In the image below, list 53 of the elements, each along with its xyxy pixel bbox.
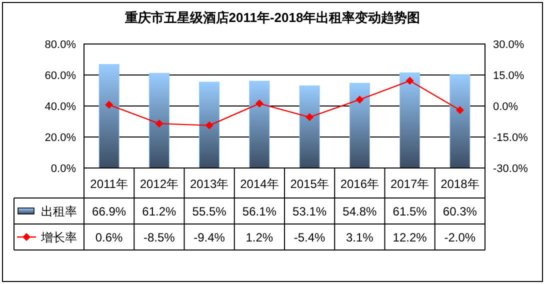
x-tick-label: 2012年: [140, 177, 179, 191]
data-label: -5.4%: [294, 230, 326, 244]
bar: [199, 82, 220, 168]
data-label: -2.0%: [444, 230, 476, 244]
point: [406, 76, 414, 85]
data-label: 54.8%: [342, 204, 378, 218]
data-label: 55.5%: [192, 204, 227, 218]
point: [456, 106, 464, 114]
legend-label: 增长率: [40, 230, 77, 244]
y2-tick-label: 0.0%: [493, 101, 518, 113]
point: [205, 121, 214, 130]
y-tick-label: 80.0%: [44, 39, 76, 51]
bar: [148, 72, 170, 168]
data-label: 0.6%: [95, 230, 124, 244]
y2-tick-label: 15.0%: [493, 70, 524, 82]
bar: [450, 74, 470, 168]
data-label: 3.1%: [346, 230, 374, 244]
data-label: 12.2%: [392, 230, 428, 244]
data-label: -8.5%: [144, 230, 176, 244]
x-tick-label: 2016年: [340, 177, 380, 191]
point: [105, 100, 114, 109]
data-label: -9.4%: [194, 230, 226, 244]
x-tick-label: 2018年: [440, 177, 480, 191]
point: [356, 96, 364, 104]
x-tick-label: 2011年: [90, 177, 128, 191]
data-label: 53.1%: [292, 204, 327, 218]
y2-tick-label: -30.0%: [493, 163, 528, 175]
x-tick-label: 2017年: [390, 177, 430, 191]
data-label: 56.1%: [242, 204, 277, 218]
data-label: 61.2%: [142, 204, 177, 218]
bar: [400, 72, 420, 168]
legend-label: 出租率: [41, 204, 77, 218]
y-tick-label: 20.0%: [44, 132, 76, 144]
chart-title: 重庆市五星级酒店2011年-2018年出租率变动趋势图: [124, 10, 420, 25]
y-tick-label: 0.0%: [50, 163, 76, 175]
data-label: 1.2%: [246, 230, 274, 244]
point: [306, 113, 314, 122]
y2-tick-label: 30.0%: [493, 39, 524, 51]
point: [255, 100, 264, 108]
point: [155, 120, 164, 128]
y-tick-label: 40.0%: [44, 101, 76, 113]
x-tick-label: 2015年: [290, 177, 329, 191]
bar: [349, 82, 370, 168]
data-label: 60.3%: [442, 204, 478, 218]
bar: [249, 80, 270, 168]
bar: [299, 85, 320, 168]
x-tick-label: 2013年: [190, 177, 229, 191]
data-label: 61.5%: [392, 204, 428, 218]
data-label: 66.9%: [92, 204, 126, 218]
y-tick-label: 60.0%: [44, 70, 76, 82]
y2-tick-label: -15.0%: [493, 132, 528, 144]
x-tick-label: 2014年: [240, 177, 279, 191]
bar: [98, 64, 120, 168]
